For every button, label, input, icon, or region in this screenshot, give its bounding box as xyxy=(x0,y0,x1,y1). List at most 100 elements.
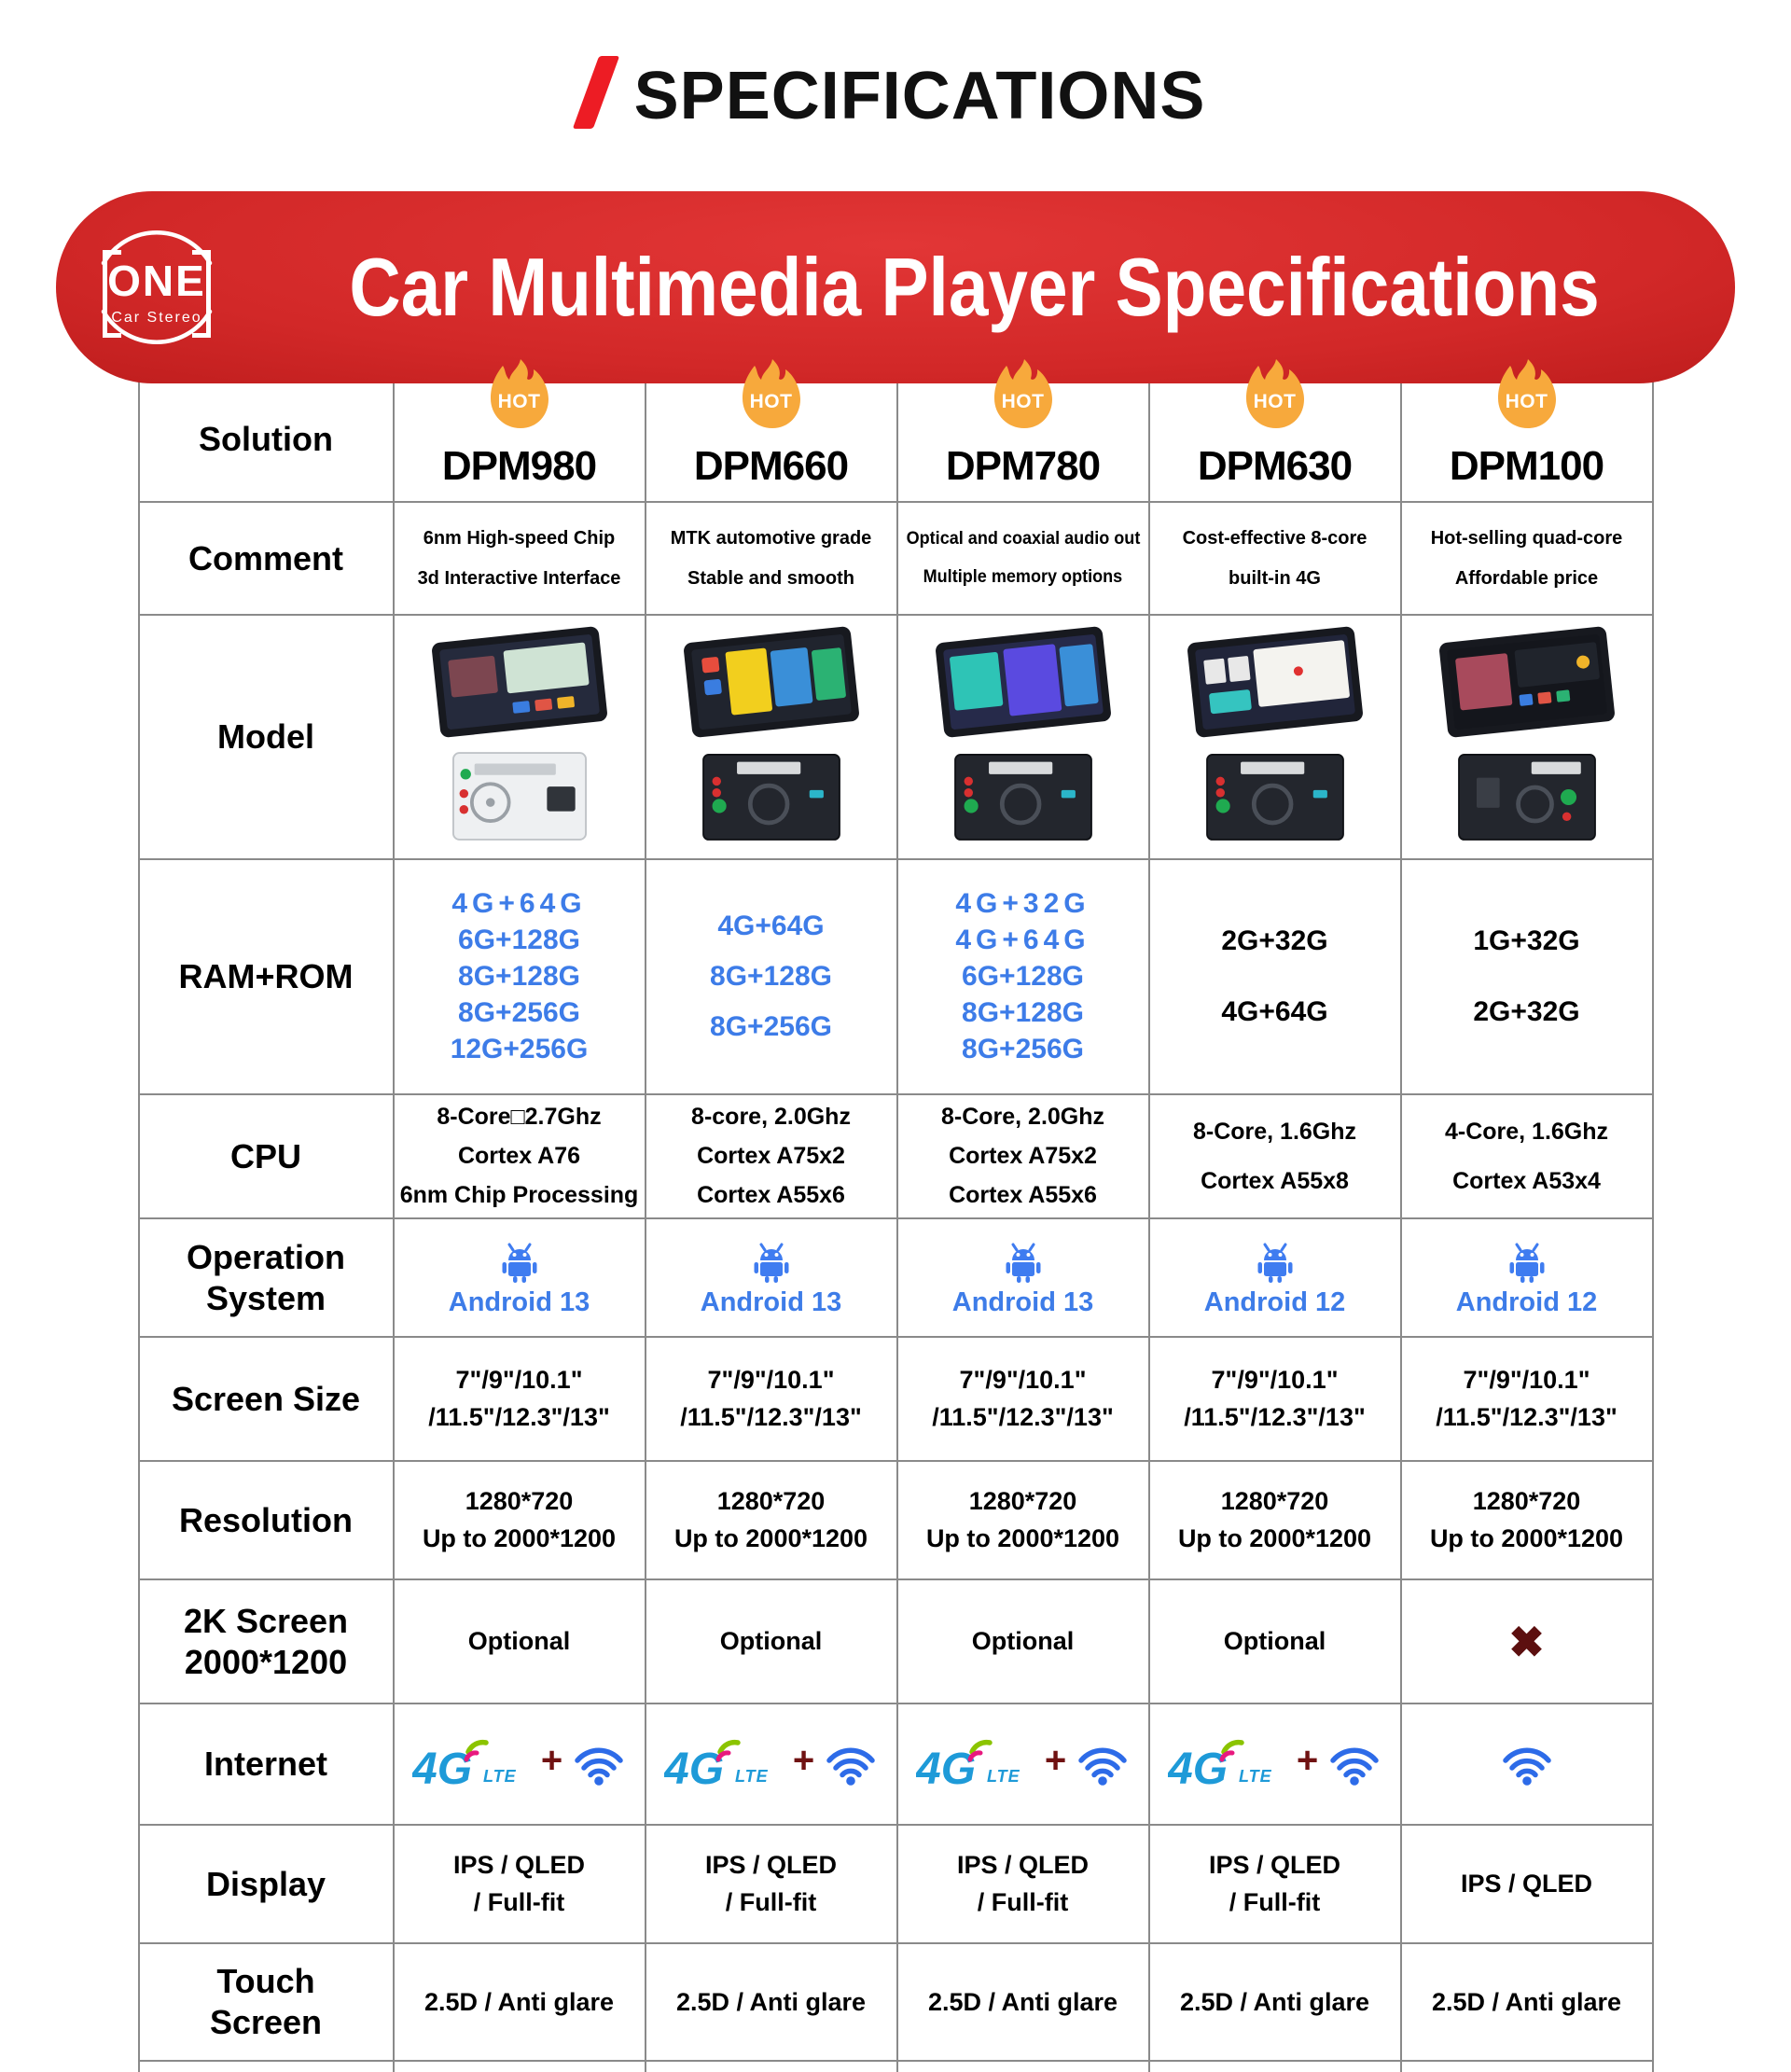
cpu-cell-dpm780: 8-Core, 2.0Ghz Cortex A75x2 Cortex A55x6 xyxy=(897,1095,1150,1219)
os-cell-dpm100: Android 12 xyxy=(1401,1219,1654,1338)
hot-flame-icon: HOT xyxy=(739,357,804,436)
screen-size-cell-dpm100: 7"/9"/10.1" /11.5"/12.3"/13" xyxy=(1401,1338,1654,1462)
model-name: DPM630 xyxy=(1197,443,1353,489)
2k-cell-dpm980: Optional xyxy=(394,1580,646,1704)
internet-cell-dpm660: 4G LTE + xyxy=(646,1704,898,1826)
internet-cell-dpm630: 4G LTE + xyxy=(1149,1704,1402,1826)
android-robot-icon xyxy=(1006,1243,1040,1283)
model-cell-dpm660 xyxy=(646,616,898,860)
cpu-cell-dpm980: 8-Core□2.7Ghz Cortex A76 6nm Chip Proces… xyxy=(394,1095,646,1219)
flame-shape xyxy=(993,359,1052,428)
logo-right-bracket xyxy=(192,250,211,338)
4g-lte-icon: 4G LTE xyxy=(1168,1739,1272,1793)
model-cell-dpm630 xyxy=(1149,616,1402,860)
touch-cell-dpm780: 2.5D / Anti glare xyxy=(897,1944,1150,2062)
ram-cell-dpm980: 4G+64G 6G+128G 8G+128G 8G+256G 12G+256G xyxy=(394,860,646,1095)
row-label-model: Model xyxy=(139,616,395,860)
plus-sign: + xyxy=(1044,1739,1067,1781)
model-cell-dpm980 xyxy=(394,616,646,860)
row-label-screen-size: Screen Size xyxy=(139,1338,395,1462)
plus-sign: + xyxy=(540,1739,563,1781)
spec-table: Solution HOT DPM980 HOT DPM660 HOT DPM78… xyxy=(137,359,1654,2062)
4g-lte-icon: 4G LTE xyxy=(664,1739,769,1793)
plus-sign: + xyxy=(792,1739,815,1781)
cpu-cell-dpm100: 4-Core, 1.6Ghz Cortex A53x4 xyxy=(1401,1095,1654,1219)
ram-cell-dpm630: 2G+32G 4G+64G xyxy=(1149,860,1402,1095)
wifi-icon xyxy=(826,1747,875,1786)
display-cell-dpm780: IPS / QLED / Full-fit xyxy=(897,1826,1150,1944)
model-cell-dpm100 xyxy=(1401,616,1654,860)
os-cell-dpm660: Android 13 xyxy=(646,1219,898,1338)
row-label-comment: Comment xyxy=(139,503,395,616)
display-cell-dpm660: IPS / QLED / Full-fit xyxy=(646,1826,898,1944)
resolution-cell-dpm100: 1280*720 Up to 2000*1200 xyxy=(1401,1462,1654,1580)
hot-badge-text: HOT xyxy=(749,391,793,412)
head-unit-front-photo xyxy=(1438,626,1615,738)
logo-subtitle: Car Stereo xyxy=(111,310,202,326)
flame-shape xyxy=(1245,359,1304,428)
svg-text:4G: 4G xyxy=(1168,1745,1228,1793)
svg-text:LTE: LTE xyxy=(483,1767,517,1786)
head-unit-rear-photo xyxy=(953,754,1092,841)
screen-size-cell-dpm630: 7"/9"/10.1" /11.5"/12.3"/13" xyxy=(1149,1338,1402,1462)
screen-size-cell-dpm980: 7"/9"/10.1" /11.5"/12.3"/13" xyxy=(394,1338,646,1462)
2k-cell-dpm100: ✖ xyxy=(1401,1580,1654,1704)
solution-cell-dpm780: HOT DPM780 xyxy=(897,359,1150,503)
os-cell-dpm980: Android 13 xyxy=(394,1219,646,1338)
svg-text:LTE: LTE xyxy=(987,1767,1020,1786)
touch-cell-dpm980: 2.5D / Anti glare xyxy=(394,1944,646,2062)
row-label-internet: Internet xyxy=(139,1704,395,1826)
model-name: DPM980 xyxy=(441,443,597,489)
touch-cell-dpm630: 2.5D / Anti glare xyxy=(1149,1944,1402,2062)
comment-cell-dpm630: Cost-effective 8-core built-in 4G xyxy=(1149,503,1402,616)
model-cell-dpm780 xyxy=(897,616,1150,860)
not-available-x-icon: ✖ xyxy=(1508,1617,1545,1666)
resolution-cell-dpm660: 1280*720 Up to 2000*1200 xyxy=(646,1462,898,1580)
cpu-cell-dpm660: 8-core, 2.0Ghz Cortex A75x2 Cortex A55x6 xyxy=(646,1095,898,1219)
banner-title: Car Multimedia Player Specifications xyxy=(349,241,1600,333)
2k-cell-dpm780: Optional xyxy=(897,1580,1150,1704)
svg-text:LTE: LTE xyxy=(1239,1767,1272,1786)
head-unit-front-photo xyxy=(683,626,859,738)
table-next-row-sliver xyxy=(137,2062,1654,2072)
resolution-cell-dpm630: 1280*720 Up to 2000*1200 xyxy=(1149,1462,1402,1580)
wifi-icon xyxy=(575,1747,623,1786)
red-slash-icon xyxy=(572,55,619,129)
hot-flame-icon: HOT xyxy=(1494,357,1560,436)
svg-text:4G: 4G xyxy=(916,1745,976,1793)
hot-badge-text: HOT xyxy=(1001,391,1045,412)
head-unit-rear-photo xyxy=(451,752,587,841)
solution-cell-dpm100: HOT DPM100 xyxy=(1401,359,1654,503)
logo-ring-icon xyxy=(101,230,213,344)
row-label-solution: Solution xyxy=(139,378,395,503)
solution-cell-dpm660: HOT DPM660 xyxy=(646,359,898,503)
screen-size-cell-dpm780: 7"/9"/10.1" /11.5"/12.3"/13" xyxy=(897,1338,1150,1462)
internet-cell-dpm100 xyxy=(1401,1704,1654,1826)
hot-badge-text: HOT xyxy=(1505,391,1548,412)
hot-flame-icon: HOT xyxy=(487,357,552,436)
model-name: DPM660 xyxy=(693,443,849,489)
solution-cell-dpm980: HOT DPM980 xyxy=(394,359,646,503)
row-label-2k-screen: 2K Screen 2000*1200 xyxy=(139,1580,395,1704)
brand-banner: ONE Car Stereo Car Multimedia Player Spe… xyxy=(56,191,1735,383)
head-unit-front-photo xyxy=(1187,626,1363,738)
comment-cell-dpm660: MTK automotive grade Stable and smooth xyxy=(646,503,898,616)
one-car-stereo-logo: ONE Car Stereo xyxy=(80,211,233,364)
row-label-resolution: Resolution xyxy=(139,1462,395,1580)
ram-cell-dpm100: 1G+32G 2G+32G xyxy=(1401,860,1654,1095)
wifi-icon xyxy=(1078,1747,1127,1786)
page-header: SPECIFICATIONS xyxy=(0,0,1791,191)
internet-cell-dpm780: 4G LTE + xyxy=(897,1704,1150,1826)
head-unit-rear-photo xyxy=(1205,754,1344,841)
resolution-cell-dpm980: 1280*720 Up to 2000*1200 xyxy=(394,1462,646,1580)
hot-flame-icon: HOT xyxy=(991,357,1056,436)
svg-text:LTE: LTE xyxy=(735,1767,769,1786)
svg-text:4G: 4G xyxy=(664,1745,724,1793)
wifi-icon xyxy=(1330,1747,1379,1786)
2k-cell-dpm630: Optional xyxy=(1149,1580,1402,1704)
row-label-cpu: CPU xyxy=(139,1095,395,1219)
wifi-icon xyxy=(1502,1747,1551,1786)
os-cell-dpm630: Android 12 xyxy=(1149,1219,1402,1338)
screen-size-cell-dpm660: 7"/9"/10.1" /11.5"/12.3"/13" xyxy=(646,1338,898,1462)
plus-sign: + xyxy=(1296,1739,1319,1781)
